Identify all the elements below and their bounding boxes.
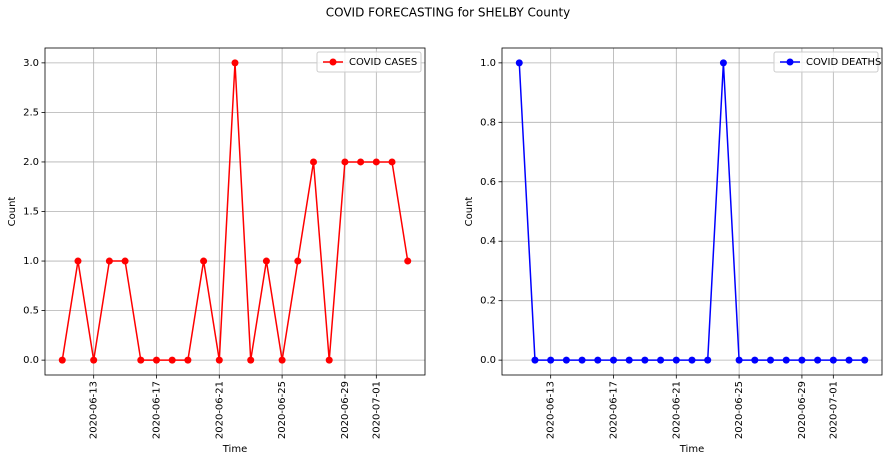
- point-marker: [861, 356, 869, 364]
- x-tick-label: 2020-06-25: [277, 381, 288, 439]
- point-marker: [515, 59, 523, 67]
- x-tick-label: 2020-06-21: [671, 381, 682, 439]
- y-tick-label: 3.0: [23, 58, 39, 69]
- point-marker: [547, 356, 555, 364]
- y-tick-label: 1.0: [23, 256, 39, 267]
- point-marker: [625, 356, 633, 364]
- y-tick-label: 1.0: [480, 58, 496, 69]
- x-tick-label: 2020-06-29: [797, 381, 808, 439]
- point-marker: [215, 356, 223, 364]
- point-marker: [105, 257, 113, 265]
- point-marker: [357, 158, 365, 166]
- figure-title: COVID FORECASTING for SHELBY County: [326, 6, 571, 20]
- x-tick-label: 2020-06-13: [89, 381, 100, 439]
- y-tick-label: 0.4: [480, 236, 496, 247]
- x-axis-label: Time: [222, 444, 247, 455]
- point-marker: [278, 356, 286, 364]
- point-marker: [562, 356, 570, 364]
- y-axis-label: Count: [7, 197, 18, 227]
- point-marker: [168, 356, 176, 364]
- y-tick-label: 1.5: [23, 207, 39, 218]
- point-marker: [751, 356, 759, 364]
- point-marker: [74, 257, 82, 265]
- point-marker: [688, 356, 696, 364]
- point-marker: [231, 59, 239, 67]
- point-marker: [372, 158, 380, 166]
- legend-marker: [786, 58, 794, 66]
- point-marker: [798, 356, 806, 364]
- point-marker: [262, 257, 270, 265]
- legend-marker: [329, 58, 337, 66]
- point-marker: [184, 356, 192, 364]
- point-marker: [294, 257, 302, 265]
- point-marker: [845, 356, 853, 364]
- y-tick-label: 2.0: [23, 157, 39, 168]
- x-tick-label: 2020-06-29: [340, 381, 351, 439]
- x-tick-label: 2020-06-17: [151, 381, 162, 439]
- point-marker: [310, 158, 318, 166]
- point-marker: [609, 356, 617, 364]
- x-tick-label: 2020-07-01: [371, 381, 382, 439]
- point-marker: [90, 356, 98, 364]
- y-axis-label: Count: [464, 197, 475, 227]
- point-marker: [719, 59, 727, 67]
- y-tick-label: 0.6: [480, 177, 496, 188]
- point-marker: [388, 158, 396, 166]
- legend-box: [773, 51, 879, 73]
- point-marker: [341, 158, 349, 166]
- point-marker: [641, 356, 649, 364]
- point-marker: [594, 356, 602, 364]
- legend-label: COVID DEATHS: [806, 57, 881, 68]
- point-marker: [735, 356, 743, 364]
- point-marker: [782, 356, 790, 364]
- point-marker: [58, 356, 66, 364]
- point-marker: [325, 356, 333, 364]
- point-marker: [404, 257, 412, 265]
- y-tick-label: 0.0: [480, 355, 496, 366]
- point-marker: [200, 257, 208, 265]
- y-tick-label: 2.5: [23, 107, 39, 118]
- y-tick-label: 0.2: [480, 296, 496, 307]
- x-axis-label: Time: [679, 444, 704, 455]
- legend-label: COVID CASES: [349, 57, 417, 68]
- point-marker: [829, 356, 837, 364]
- axes-frame: [44, 47, 426, 376]
- point-marker: [578, 356, 586, 364]
- point-marker: [152, 356, 160, 364]
- point-marker: [767, 356, 775, 364]
- x-tick-label: 2020-07-01: [828, 381, 839, 439]
- point-marker: [247, 356, 255, 364]
- legend-box: [316, 51, 422, 73]
- point-marker: [657, 356, 665, 364]
- y-tick-label: 0.5: [23, 306, 39, 317]
- legend: COVID CASES: [316, 51, 422, 73]
- point-marker: [814, 356, 822, 364]
- axes-frame: [501, 47, 883, 376]
- y-tick-label: 0.0: [23, 355, 39, 366]
- point-marker: [704, 356, 712, 364]
- point-marker: [672, 356, 680, 364]
- point-marker: [121, 257, 129, 265]
- x-tick-label: 2020-06-17: [608, 381, 619, 439]
- x-tick-label: 2020-06-13: [546, 381, 557, 439]
- point-marker: [137, 356, 145, 364]
- y-tick-label: 0.8: [480, 117, 496, 128]
- x-tick-label: 2020-06-25: [734, 381, 745, 439]
- legend: COVID DEATHS: [773, 51, 881, 73]
- x-tick-label: 2020-06-21: [214, 381, 225, 439]
- point-marker: [531, 356, 539, 364]
